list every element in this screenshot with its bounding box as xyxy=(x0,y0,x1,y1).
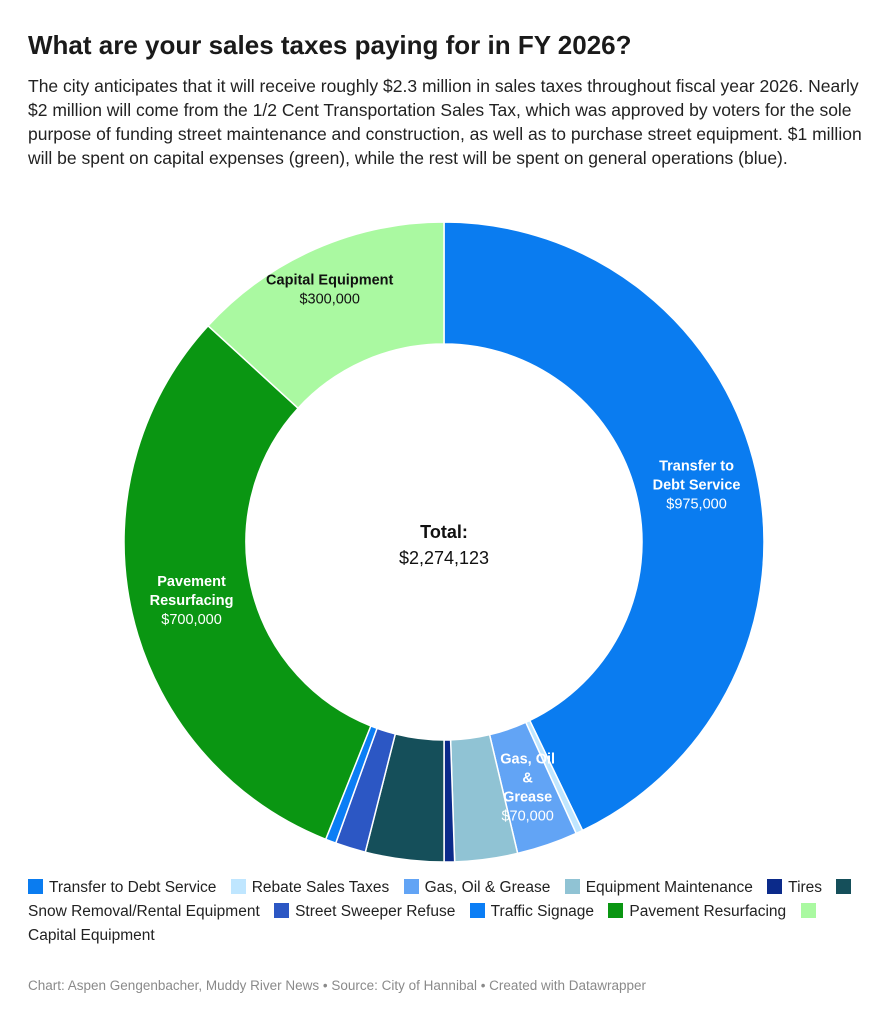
legend-item-capital-equipment: Capital Equipment xyxy=(28,903,822,944)
slice-pavement-resurfacing[interactable] xyxy=(123,324,372,841)
legend-label: Snow Removal/Rental Equipment xyxy=(28,903,260,920)
legend-swatch xyxy=(836,879,852,894)
slice-label-name: Transfer to xyxy=(659,458,734,474)
slice-label-name: Gas, Oil xyxy=(500,752,555,768)
slice-label-name: Pavement xyxy=(157,574,226,590)
slice-label-name: & xyxy=(522,771,533,787)
slice-label-name: Grease xyxy=(503,790,552,806)
legend-label: Tires xyxy=(788,879,823,896)
chart-title: What are your sales taxes paying for in … xyxy=(28,30,632,60)
slice-value-label: $700,000 xyxy=(161,612,221,628)
legend-swatch xyxy=(608,903,624,918)
legend-item-gas-oil-grease: Gas, Oil & Grease xyxy=(403,879,551,896)
slice-capital-equipment[interactable] xyxy=(207,221,445,410)
center-total-value: $2,274,123 xyxy=(399,548,489,568)
donut-chart: Transfer to Debt Service $975,000 Gas, Oil &… xyxy=(123,221,765,863)
legend-label: Transfer to Debt Service xyxy=(49,879,217,896)
slice-transfer-to-debt-service[interactable] xyxy=(443,221,765,832)
legend-label: Traffic Signage xyxy=(490,903,595,920)
legend-item-rebate-sales-taxes: Rebate Sales Taxes xyxy=(230,879,390,896)
legend-item-equipment-maintenance: Equipment Maintenance xyxy=(564,879,753,896)
legend-label: Pavement Resurfacing xyxy=(629,903,787,920)
legend-item-snow-removal-rental-equipment: Snow Removal/Rental Equipment xyxy=(28,879,857,920)
legend-item-pavement-resurfacing: Pavement Resurfacing xyxy=(608,903,786,920)
center-total-label: Total: xyxy=(420,522,468,542)
legend-swatch xyxy=(274,903,290,918)
legend-swatch xyxy=(403,879,419,894)
chart-footer: Chart: Aspen Gengenbacher, Muddy River N… xyxy=(28,978,647,993)
legend-swatch xyxy=(28,879,43,894)
legend-swatch xyxy=(564,879,580,894)
legend-item-traffic-signage: Traffic Signage xyxy=(469,903,595,920)
slice-label-name: Debt Service xyxy=(653,477,741,493)
legend-label: Equipment Maintenance xyxy=(585,879,753,896)
legend-swatch xyxy=(800,903,816,918)
legend-item-transfer-to-debt-service: Transfer to Debt Service xyxy=(28,879,216,896)
legend-item-street-sweeper-refuse: Street Sweeper Refuse xyxy=(274,903,455,920)
slice-label-name: Resurfacing xyxy=(150,593,234,609)
slice-value-label: $975,000 xyxy=(666,496,726,512)
slice-label-gas-oil-grease: Gas, Oil & Grease $70,000 xyxy=(500,752,555,825)
slice-label-transfer-to-debt-service: Transfer to Debt Service $975,000 xyxy=(653,458,741,512)
legend-label: Street Sweeper Refuse xyxy=(295,903,456,920)
slice-label-capital-equipment: Capital Equipment $300,000 xyxy=(266,272,393,307)
legend-item-tires: Tires xyxy=(767,879,822,896)
slice-value-label: $300,000 xyxy=(299,291,359,307)
chart-legend: Transfer to Debt Service Rebate Sales Ta… xyxy=(28,876,868,948)
chart-subtitle: The city anticipates that it will receiv… xyxy=(28,76,862,168)
slice-label-pavement-resurfacing: Pavement Resurfacing $700,000 xyxy=(150,574,234,628)
legend-swatch xyxy=(230,879,246,894)
legend-label: Gas, Oil & Grease xyxy=(424,879,551,896)
slice-value-label: $70,000 xyxy=(501,809,553,825)
legend-label: Rebate Sales Taxes xyxy=(251,879,390,896)
slice-label-name: Capital Equipment xyxy=(266,272,393,288)
legend-swatch xyxy=(767,879,783,894)
legend-label: Capital Equipment xyxy=(28,927,155,944)
legend-swatch xyxy=(469,903,485,918)
